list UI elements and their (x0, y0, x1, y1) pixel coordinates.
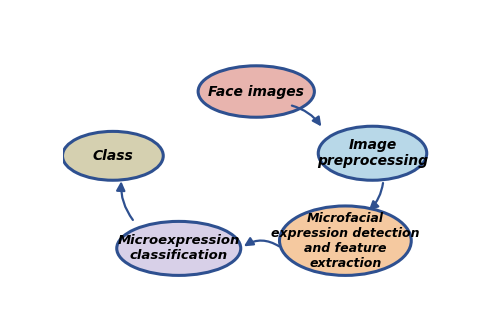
Text: Microfacial
expression detection
and feature
extraction: Microfacial expression detection and fea… (271, 212, 420, 270)
Text: Microexpression
classification: Microexpression classification (118, 234, 240, 263)
Text: Face images: Face images (208, 85, 304, 99)
Ellipse shape (198, 66, 314, 117)
Text: Class: Class (92, 149, 133, 163)
Ellipse shape (318, 126, 427, 180)
Ellipse shape (280, 206, 411, 276)
Ellipse shape (117, 221, 241, 276)
Text: Image
preprocessing: Image preprocessing (317, 138, 428, 168)
Ellipse shape (62, 131, 163, 180)
